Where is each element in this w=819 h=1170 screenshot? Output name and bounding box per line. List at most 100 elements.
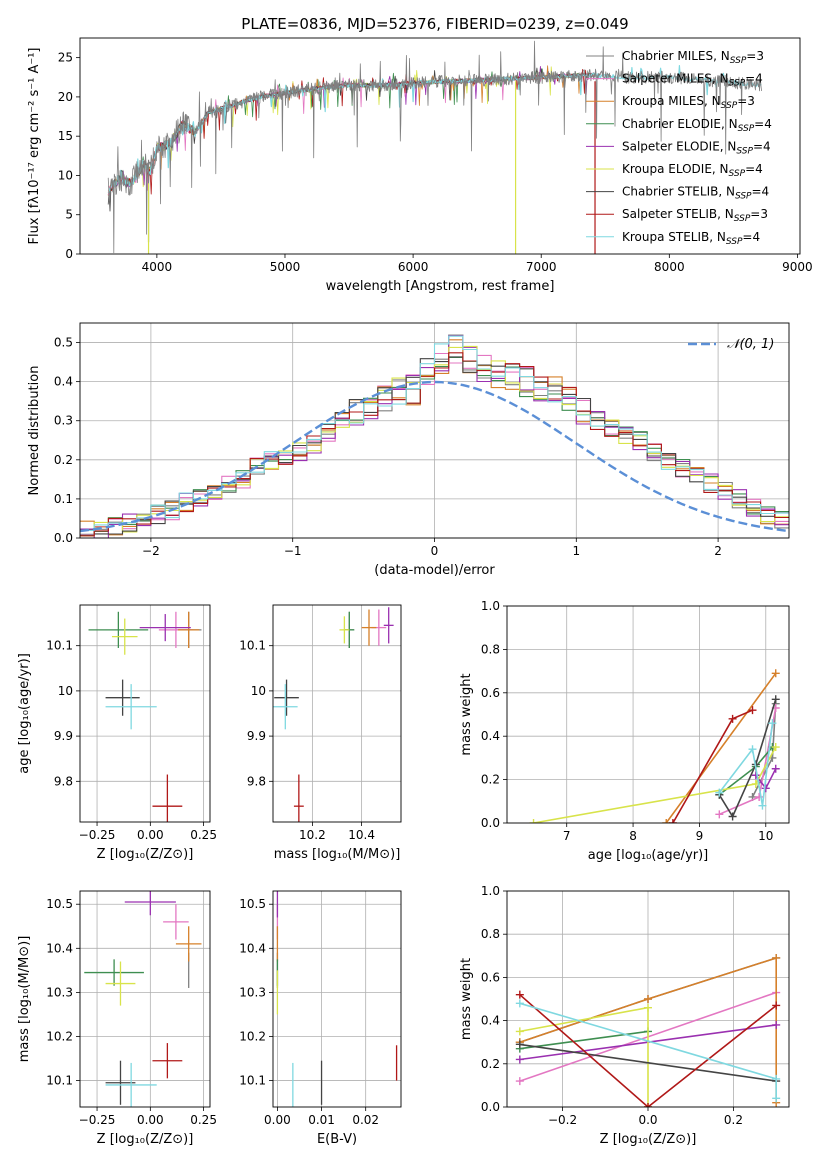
legend-entry: Chabrier STELIB, NSSP=4 bbox=[622, 185, 769, 202]
residual_histogram-xtick-label: 2 bbox=[714, 544, 722, 558]
massweight_vs_Z-ytick-label: 0.6 bbox=[481, 970, 500, 984]
massweight_vs_age-xtick-label: 8 bbox=[629, 829, 637, 843]
age_vs_Z-ytick-label: 9.8 bbox=[54, 774, 73, 788]
legend-entry: Kroupa MILES, NSSP=3 bbox=[622, 94, 755, 111]
spectrum-ytick-label: 10 bbox=[58, 168, 73, 182]
massweight_vs_Z-ytick-label: 0.2 bbox=[481, 1057, 500, 1071]
residual_histogram-xtick-label: −1 bbox=[284, 544, 302, 558]
age_vs_Z-ytick-label: 10.1 bbox=[46, 639, 73, 653]
massweight_vs_age-ytick-label: 0.2 bbox=[481, 773, 500, 787]
mass-weight-marker bbox=[644, 1103, 652, 1107]
spectrum-plot-area bbox=[107, 40, 762, 254]
mass-weight-marker bbox=[748, 745, 757, 754]
massweight_vs_Z-plot-area bbox=[515, 953, 781, 1107]
spectrum-frame bbox=[79, 37, 801, 255]
mass-weight-line-chabrier-stelib bbox=[718, 699, 777, 819]
mass_vs_Z-ylabel: mass [log₁₀(M/M⊙)] bbox=[17, 936, 32, 1063]
residual_histogram-ytick-label: 0.1 bbox=[54, 492, 73, 506]
age_vs_Z-grid bbox=[80, 605, 210, 822]
histogram-salpeter-stelib bbox=[80, 352, 789, 537]
mass-weight-marker bbox=[771, 764, 780, 773]
age_vs_Z-panel: −0.25 0.00 0.25 9.8 9.9 10 10.1 Z [log₁₀(Z/Z⊙)]… bbox=[17, 604, 217, 862]
mass-weight-line-chabrier-stelib bbox=[519, 1043, 777, 1082]
massweight_vs_age-ytick-label: 0.8 bbox=[481, 642, 500, 656]
mass-weight-marker bbox=[668, 819, 677, 823]
spectrum-xtick-label: 8000 bbox=[654, 260, 685, 274]
spectrum-xtick-label: 5000 bbox=[270, 260, 301, 274]
mass-weight-marker bbox=[772, 1001, 781, 1010]
massweight_vs_Z-xtick-label: 0.2 bbox=[724, 1113, 743, 1127]
massweight_vs_Z-xlabel: Z [log₁₀(Z/Z⊙)] bbox=[600, 1132, 697, 1147]
residual_histogram-frame bbox=[79, 322, 790, 539]
mass-weight-marker bbox=[755, 792, 764, 801]
age_vs_Z-ytick-label: 9.9 bbox=[54, 729, 73, 743]
mass_vs_ebv-ytick-label: 10.2 bbox=[239, 1029, 266, 1043]
mass_vs_Z-grid bbox=[80, 891, 210, 1107]
legend-entry: Kroupa STELIB, NSSP=4 bbox=[622, 230, 760, 247]
residual_histogram-ytick-label: 0.3 bbox=[54, 414, 73, 428]
residual_histogram-ytick-label: 0.4 bbox=[54, 375, 73, 389]
mass-weight-marker bbox=[758, 801, 767, 810]
mass-weight-marker bbox=[662, 819, 671, 823]
age_vs_mass-panel: 10.2 10.4 9.8 9.9 10 10.1 mass [log₁₀(M/M⊙)] bbox=[239, 604, 402, 862]
massweight_vs_age-xlabel: age [log₁₀(age/yr)] bbox=[588, 848, 709, 863]
spectrum-line-chabrier-miles bbox=[107, 40, 762, 254]
age_vs_Z-xtick-label: 0.00 bbox=[137, 828, 164, 842]
spectrum-panel: 4000 5000 6000 7000 8000 9000 0 5 10 15 20 25 wavele… bbox=[27, 37, 813, 294]
mass_vs_Z-plot-area bbox=[84, 891, 202, 1107]
mass-weight-marker bbox=[772, 1074, 781, 1083]
mass_vs_Z-xtick-label: 0.00 bbox=[137, 1113, 164, 1127]
mass-weight-marker bbox=[772, 953, 781, 962]
massweight_vs_age-xtick-label: 9 bbox=[696, 829, 704, 843]
mass-weight-marker bbox=[529, 819, 538, 823]
mass_vs_ebv-plot-area bbox=[276, 891, 398, 1107]
age_vs_Z-xlabel: Z [log₁₀(Z/Z⊙)] bbox=[97, 847, 194, 862]
massweight_vs_Z-frame bbox=[506, 890, 790, 1108]
age_vs_mass-xlabel: mass [log₁₀(M/M⊙)] bbox=[274, 847, 401, 862]
mass_vs_Z-xtick-label: 0.25 bbox=[190, 1113, 217, 1127]
massweight_vs_Z-ytick-label: 0.8 bbox=[481, 927, 500, 941]
spectrum-ytick-label: 5 bbox=[65, 208, 73, 222]
age_vs_Z-xtick-label: 0.25 bbox=[190, 828, 217, 842]
spectrum-xtick-label: 7000 bbox=[526, 260, 557, 274]
mass-weight-marker bbox=[771, 695, 780, 704]
massweight_vs_age-ytick-label: 0.0 bbox=[481, 816, 500, 830]
spectrum-ylabel: Flux [fλ10⁻¹⁷ erg cm⁻² s⁻¹ A⁻¹] bbox=[27, 48, 42, 245]
mass-weight-marker bbox=[771, 669, 780, 678]
spectrum-ytick-label: 25 bbox=[58, 51, 73, 65]
mass-weight-marker bbox=[748, 706, 757, 715]
massweight_vs_age-ytick-label: 0.6 bbox=[481, 686, 500, 700]
residual_histogram-ylabel: Normed distribution bbox=[27, 366, 42, 496]
spectrum-xtick-label: 6000 bbox=[398, 260, 429, 274]
mass_vs_Z-ytick-label: 10.3 bbox=[46, 985, 73, 999]
mass-weight-marker bbox=[515, 990, 524, 999]
mass_vs_Z-ytick-label: 10.5 bbox=[46, 897, 73, 911]
mass-weight-marker bbox=[515, 1040, 524, 1049]
mass_vs_Z-ytick-label: 10.1 bbox=[46, 1074, 73, 1088]
residual_histogram-xlabel: (data-model)/error bbox=[374, 563, 495, 578]
residual_histogram-xtick-label: −2 bbox=[142, 544, 160, 558]
mass-weight-marker bbox=[515, 1055, 524, 1064]
mass_vs_Z-frame bbox=[79, 890, 211, 1108]
massweight_vs_Z-ytick-label: 1.0 bbox=[481, 884, 500, 898]
age_vs_mass-xtick-label: 10.2 bbox=[299, 828, 326, 842]
age_vs_mass-ytick-label: 10.1 bbox=[239, 639, 266, 653]
mass-weight-marker bbox=[515, 1027, 524, 1036]
age_vs_Z-xtick-label: −0.25 bbox=[79, 828, 116, 842]
mass-weight-line-kroupa-miles bbox=[519, 956, 777, 1103]
mass_vs_ebv-ytick-label: 10.5 bbox=[239, 897, 266, 911]
mass-weight-line-kroupa-stelib bbox=[718, 723, 774, 806]
age_vs_mass-ytick-label: 10 bbox=[251, 684, 266, 698]
massweight_vs_age-xtick-label: 7 bbox=[563, 829, 571, 843]
age_vs_Z-ylabel: age [log₁₀(age/yr)] bbox=[17, 653, 32, 774]
legend-entry: Salpeter ELODIE, NSSP=4 bbox=[622, 139, 771, 156]
mass-weight-marker bbox=[728, 812, 737, 821]
mass_vs_ebv-xtick-label: 0.00 bbox=[264, 1113, 291, 1127]
massweight_vs_age-panel: 7 8 9 10 0.0 0.2 0.4 0.6 0.8 1.0 age [log₁₀(age/yr… bbox=[459, 599, 790, 863]
massweight_vs_Z-ylabel: mass weight bbox=[459, 958, 474, 1040]
mass_vs_ebv-xtick-label: 0.01 bbox=[308, 1113, 335, 1127]
mass_vs_ebv-panel: 0.00 0.01 0.02 10.1 10.2 10.3 10.4 10.5 E(B-V) bbox=[239, 890, 402, 1147]
mass_vs_Z-xlabel: Z [log₁₀(Z/Z⊙)] bbox=[97, 1132, 194, 1147]
